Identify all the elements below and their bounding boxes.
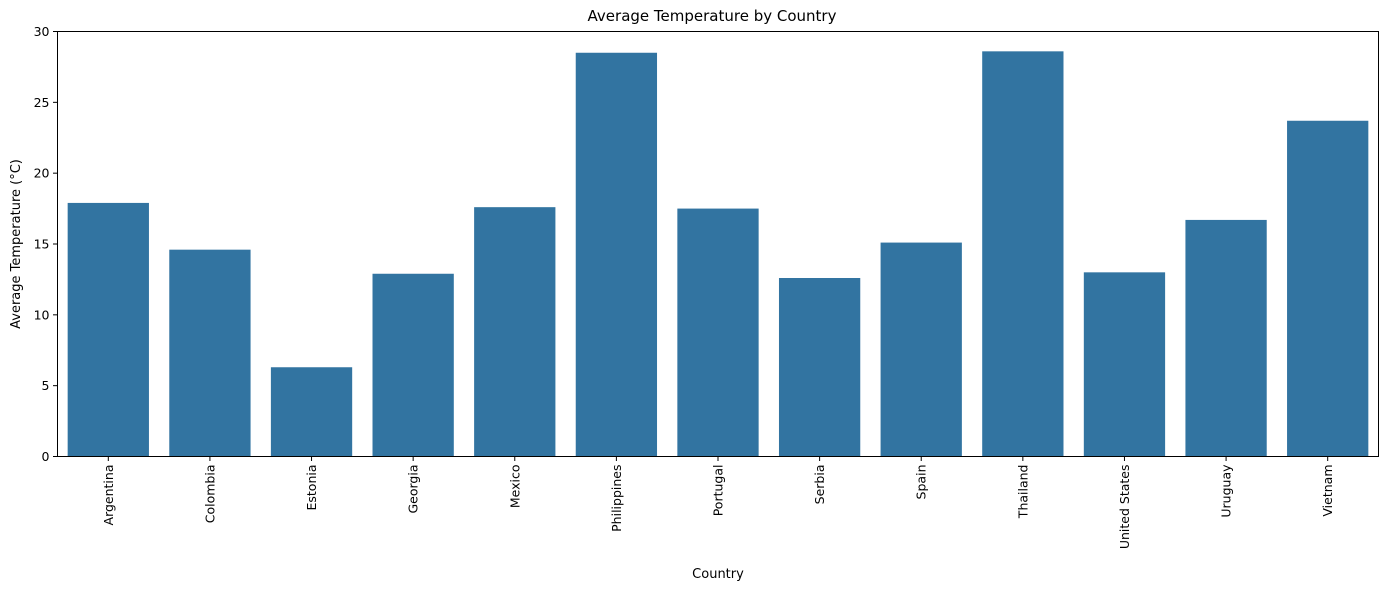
y-tick-label: 15 xyxy=(34,237,50,252)
y-tick-label: 0 xyxy=(42,449,50,464)
x-axis-label: Country xyxy=(692,567,744,582)
x-tick-label: Argentina xyxy=(101,465,116,526)
y-axis-label: Average Temperature (°C) xyxy=(9,159,24,329)
y-tick-label: 25 xyxy=(34,95,50,110)
x-tick-label: Spain xyxy=(914,465,929,500)
bar-vietnam xyxy=(1287,120,1369,457)
bar-united-states xyxy=(1083,272,1166,457)
bar-philippines xyxy=(575,52,658,457)
bar-mexico xyxy=(474,207,556,457)
x-tick-label: Estonia xyxy=(304,465,319,511)
bar-portugal xyxy=(677,208,759,457)
x-tick-label: Georgia xyxy=(406,465,421,514)
x-tick-label: Serbia xyxy=(812,465,827,505)
x-tick-label: Vietnam xyxy=(1320,465,1335,517)
x-tick-label: Uruguay xyxy=(1219,464,1234,518)
bar-colombia xyxy=(169,249,251,457)
x-tick-label: Colombia xyxy=(202,465,217,524)
bar-uruguay xyxy=(1185,219,1267,457)
x-tick-label: United States xyxy=(1117,465,1132,550)
bar-spain xyxy=(880,242,962,457)
y-tick-label: 30 xyxy=(34,24,50,39)
y-tick-label: 5 xyxy=(42,378,50,393)
x-tick-label: Thailand xyxy=(1015,465,1030,520)
bar-argentina xyxy=(67,202,149,457)
y-axis: 0 5 10 15 20 25 30 xyxy=(34,24,58,464)
x-tick-label: Portugal xyxy=(711,465,726,517)
bar-serbia xyxy=(778,278,861,457)
chart-title: Average Temperature by Country xyxy=(588,7,837,25)
y-tick-label: 20 xyxy=(34,166,50,181)
x-axis: Argentina Colombia Estonia Georgia Mexico Phi… xyxy=(101,456,1335,550)
bar-georgia xyxy=(372,273,454,457)
y-tick-label: 10 xyxy=(34,307,50,322)
bar-estonia xyxy=(270,367,353,457)
x-tick-label: Mexico xyxy=(507,465,522,509)
plot-area-frame xyxy=(57,31,1379,457)
bar-thailand xyxy=(982,51,1064,457)
x-tick-label: Philippines xyxy=(609,465,624,532)
bars-group xyxy=(67,51,1369,457)
